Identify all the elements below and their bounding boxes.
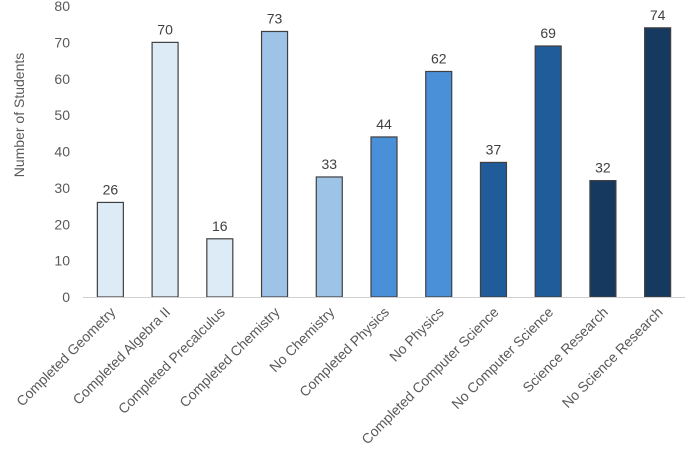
bar [96, 201, 124, 298]
data-label: 44 [376, 116, 392, 132]
x-tick-label: No Computer Science [448, 304, 556, 412]
y-tick-label: 20 [54, 216, 70, 232]
y-tick-label: 10 [54, 253, 70, 269]
bar [479, 161, 508, 298]
bar [370, 136, 398, 298]
bar [206, 238, 234, 298]
data-label: 26 [103, 181, 119, 197]
y-tick-label: 50 [54, 107, 70, 123]
data-label: 37 [486, 141, 502, 157]
bar [315, 176, 343, 298]
x-tick-label: Completed Precalculus [115, 304, 228, 417]
bar [425, 70, 453, 298]
bar [151, 41, 179, 298]
data-label: 62 [431, 50, 447, 66]
data-label: 33 [321, 156, 337, 172]
data-label: 74 [650, 7, 666, 23]
data-label: 69 [540, 25, 556, 41]
y-tick-label: 30 [54, 180, 70, 196]
x-tick-label: Completed Algebra II [69, 304, 173, 408]
x-tick-label: No Science Research [559, 304, 666, 411]
bar [534, 45, 562, 298]
y-tick-label: 0 [62, 289, 70, 305]
bar [589, 180, 617, 298]
x-tick-label: Completed Chemistry [176, 304, 282, 410]
y-tick-label: 60 [54, 71, 70, 87]
bar [644, 27, 672, 298]
y-axis-ticks: 0 10 20 30 40 50 60 70 80 [54, 0, 70, 305]
bars [96, 27, 672, 298]
y-tick-label: 70 [54, 34, 70, 50]
data-label: 16 [212, 218, 228, 234]
bar [260, 30, 289, 298]
data-label: 73 [267, 10, 283, 26]
data-label: 32 [595, 160, 611, 176]
y-tick-label: 80 [54, 0, 70, 14]
data-label: 70 [157, 21, 173, 37]
x-tick-label: Completed Geometry [13, 304, 118, 409]
y-tick-label: 40 [54, 144, 70, 160]
value-labels: 26 70 16 73 33 44 62 37 69 32 74 [103, 7, 666, 234]
y-axis-label: Number of Students [11, 53, 27, 178]
